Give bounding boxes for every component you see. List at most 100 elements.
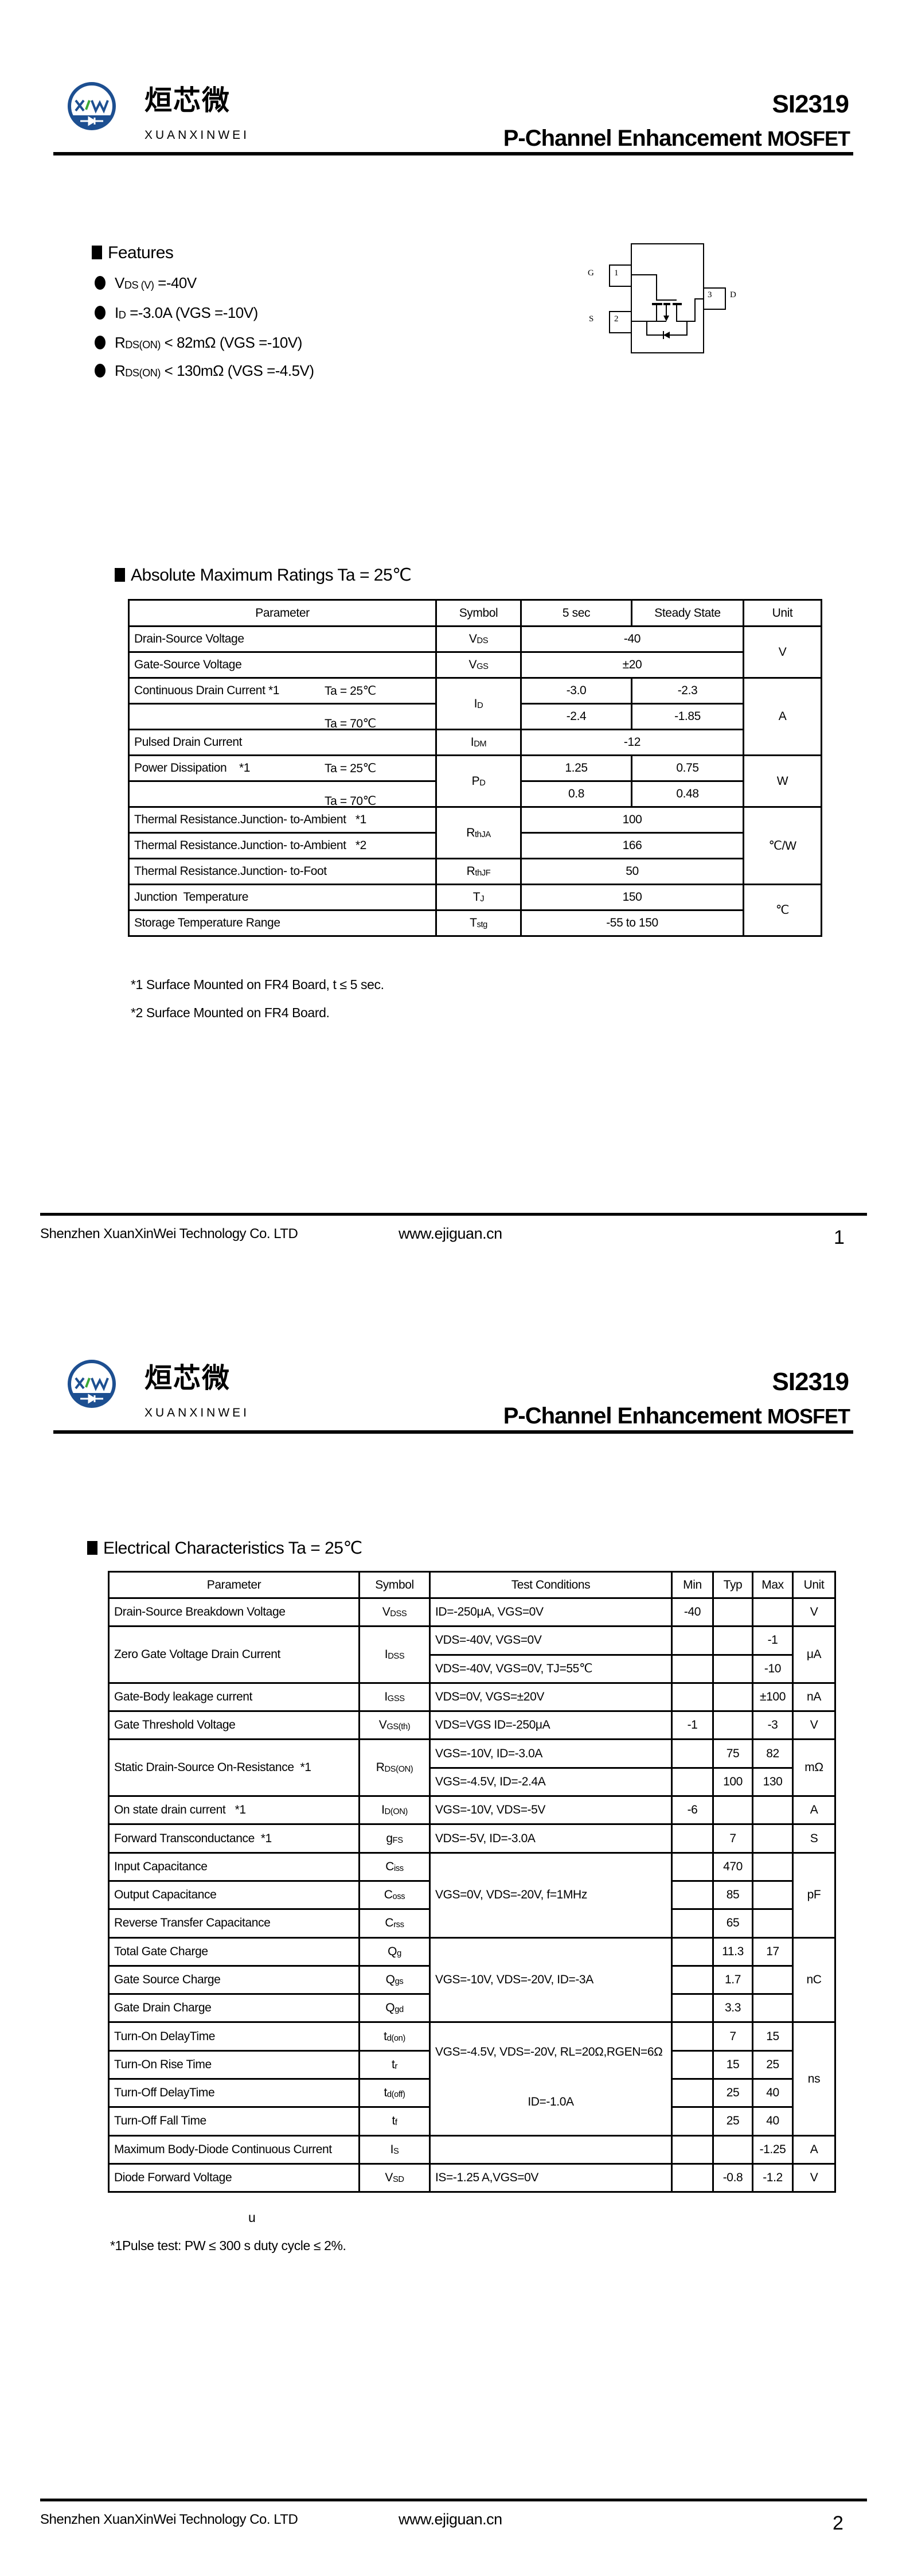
table-row: Junction Temperature TJ 150 ℃ (128, 884, 822, 937)
table-cell: VDS (435, 625, 522, 653)
table-cell: IS=-1.25 A,VGS=0V (429, 2162, 673, 2193)
table-cell: Thermal Resistance.Junction- to-Ambient … (128, 832, 437, 859)
table-cell (671, 2162, 714, 2193)
table-cell: IGSS (358, 1682, 431, 1713)
table-cell (712, 1710, 753, 1741)
table-cell: Power Dissipation *1 Ta = 25℃ (128, 754, 437, 782)
table-cell: 40 (752, 2078, 794, 2108)
table-row: Gate Drain Charge Qgd 3.3 (108, 1993, 835, 2024)
table-cell: -2.4 (520, 703, 632, 730)
table-cell: 3.3 (712, 1993, 753, 2024)
logo-latin-text: XUANXINWEI (144, 129, 250, 142)
subscript: D (477, 701, 483, 710)
table-row: Output Capacitance Coss 85 (108, 1880, 835, 1910)
table-cell: -1 (671, 1710, 714, 1741)
text: Absolute Maximum Ratings Ta = 25℃ (131, 566, 412, 585)
table-cell: -1.25 (752, 2134, 794, 2165)
table-row: Thermal Resistance.Junction- to-Foot RthJ… (128, 858, 822, 885)
table-cell: VDSS (358, 1597, 431, 1628)
table-cell: 25 (752, 2049, 794, 2080)
table-cell: V (792, 1710, 836, 1741)
table-row: Gate Threshold Voltage VGS(th) VDS=VGS ID=… (108, 1710, 836, 1741)
table-cell: tr (358, 2049, 431, 2080)
table-cell: 166 (520, 832, 744, 859)
abs-max-table: Parameter Symbol 5 sec Steady State Unit Dra… (128, 599, 822, 937)
table-header-cell: Parameter (128, 599, 437, 627)
table-cell: Gate Drain Charge (108, 1993, 360, 2024)
table-header-cell: 5 sec (520, 599, 632, 627)
pin-name: S (589, 314, 593, 324)
subscript: stg (477, 920, 488, 929)
table-cell: 0.8 (520, 780, 632, 808)
table-cell: Thermal Resistance.Junction- to-Ambient … (128, 806, 437, 834)
text: Q (385, 2001, 395, 2015)
table-cell (429, 2134, 673, 2165)
table-cell: Forward Transconductance *1 (108, 1823, 360, 1854)
text: I (381, 1803, 385, 1817)
table-header-cell: Parameter (108, 1571, 360, 1599)
table-row: VDS=-40V, VGS=0V, TJ=55℃ -10 (109, 1653, 835, 1684)
feature-item: VDS (V) =-40V (95, 275, 197, 290)
subscript: gs (395, 1977, 404, 1986)
table-cell (671, 1766, 714, 1797)
table-cell: Qgs (358, 1964, 431, 1995)
table-header-cell: Min (671, 1571, 714, 1599)
subscript: d(off) (386, 2090, 405, 2100)
text: P-Channel Enhancement (503, 1403, 767, 1429)
logo-cjk-text: 烜芯微 (144, 1362, 231, 1394)
bullet-icon (95, 276, 106, 290)
table-row: Turn-On Rise Time tr 15 25 (108, 2049, 835, 2080)
table-cell: Drain-Source Breakdown Voltage (108, 1597, 360, 1628)
table-cell: 50 (520, 858, 744, 885)
table-header-row: Parameter Symbol 5 sec Steady State Unit (128, 599, 822, 627)
subscript: thJF (475, 869, 491, 878)
table-cell: ℃/W (743, 806, 822, 885)
bullet-icon (95, 336, 106, 349)
table-cell: A (792, 2134, 836, 2165)
table-header-row: Parameter Symbol Test Conditions Min Typ Max U… (108, 1571, 836, 1599)
table-cell: td(off) (358, 2078, 431, 2108)
sot23-pinout-diagram: 1 G 2 S 3 D (588, 243, 736, 353)
text: V (385, 2171, 393, 2185)
table-cell: Continuous Drain Current *1 Ta = 25℃ (128, 677, 437, 705)
pin-name: G (588, 269, 594, 278)
table-cell: Gate-Body leakage current (108, 1682, 360, 1713)
table-cell: Zero Gate Voltage Drain Current (108, 1625, 360, 1684)
table-row: Thermal Resistance.Junction- to-Ambient … (128, 806, 822, 885)
text: V (468, 658, 477, 671)
text: Ta = 70℃ (325, 717, 376, 730)
feature-item: ID =-3.0A (VGS =-10V) (95, 305, 258, 320)
table-cell (671, 1823, 714, 1854)
table-row: Static Drain-Source On-Resistance *1 RDS(… (108, 1738, 836, 1797)
table-row: Gate-Source Voltage VGS ±20 (128, 651, 822, 679)
table-cell: 100 (520, 806, 744, 834)
table-row: Power Dissipation *1 Ta = 25℃ PD 1.25 0.75 W (128, 754, 822, 808)
logo-latin-text: XUANXINWEI (144, 1406, 250, 1419)
feature-item: RDS(ON) < 82mΩ (VGS =-10V) (95, 335, 302, 350)
pin-name: D (730, 290, 736, 299)
table-cell: Total Gate Charge (108, 1936, 360, 1967)
table-cell: -6 (671, 1795, 714, 1826)
table-cell (671, 1738, 714, 1769)
text: T (472, 890, 481, 904)
table-cell: 75 (712, 1738, 753, 1769)
text: R (466, 826, 475, 839)
table-cell: ±20 (520, 651, 744, 679)
subscript: D (479, 778, 486, 788)
table-cell (671, 1880, 714, 1910)
elec-heading: Electrical Characteristics Ta = 25℃ (87, 1540, 362, 1557)
table-cell: -12 (520, 729, 744, 756)
table-cell (752, 1851, 794, 1882)
table-cell (752, 1823, 794, 1854)
table-cell: RthJA (435, 806, 522, 859)
table-cell: Gate Source Charge (108, 1964, 360, 1995)
text: P (471, 774, 480, 788)
table-cell: 25 (712, 2106, 753, 2137)
table-cell: RDS(ON) (358, 1738, 431, 1797)
table-row: Reverse Transfer Capacitance Crss 65 (108, 1908, 835, 1939)
table-cell: Qg (358, 1936, 431, 1967)
square-bullet-icon (87, 1541, 97, 1555)
table-cell: 65 (712, 1908, 753, 1939)
footer-rule (40, 1213, 867, 1216)
subscript: rss (393, 1920, 404, 1930)
